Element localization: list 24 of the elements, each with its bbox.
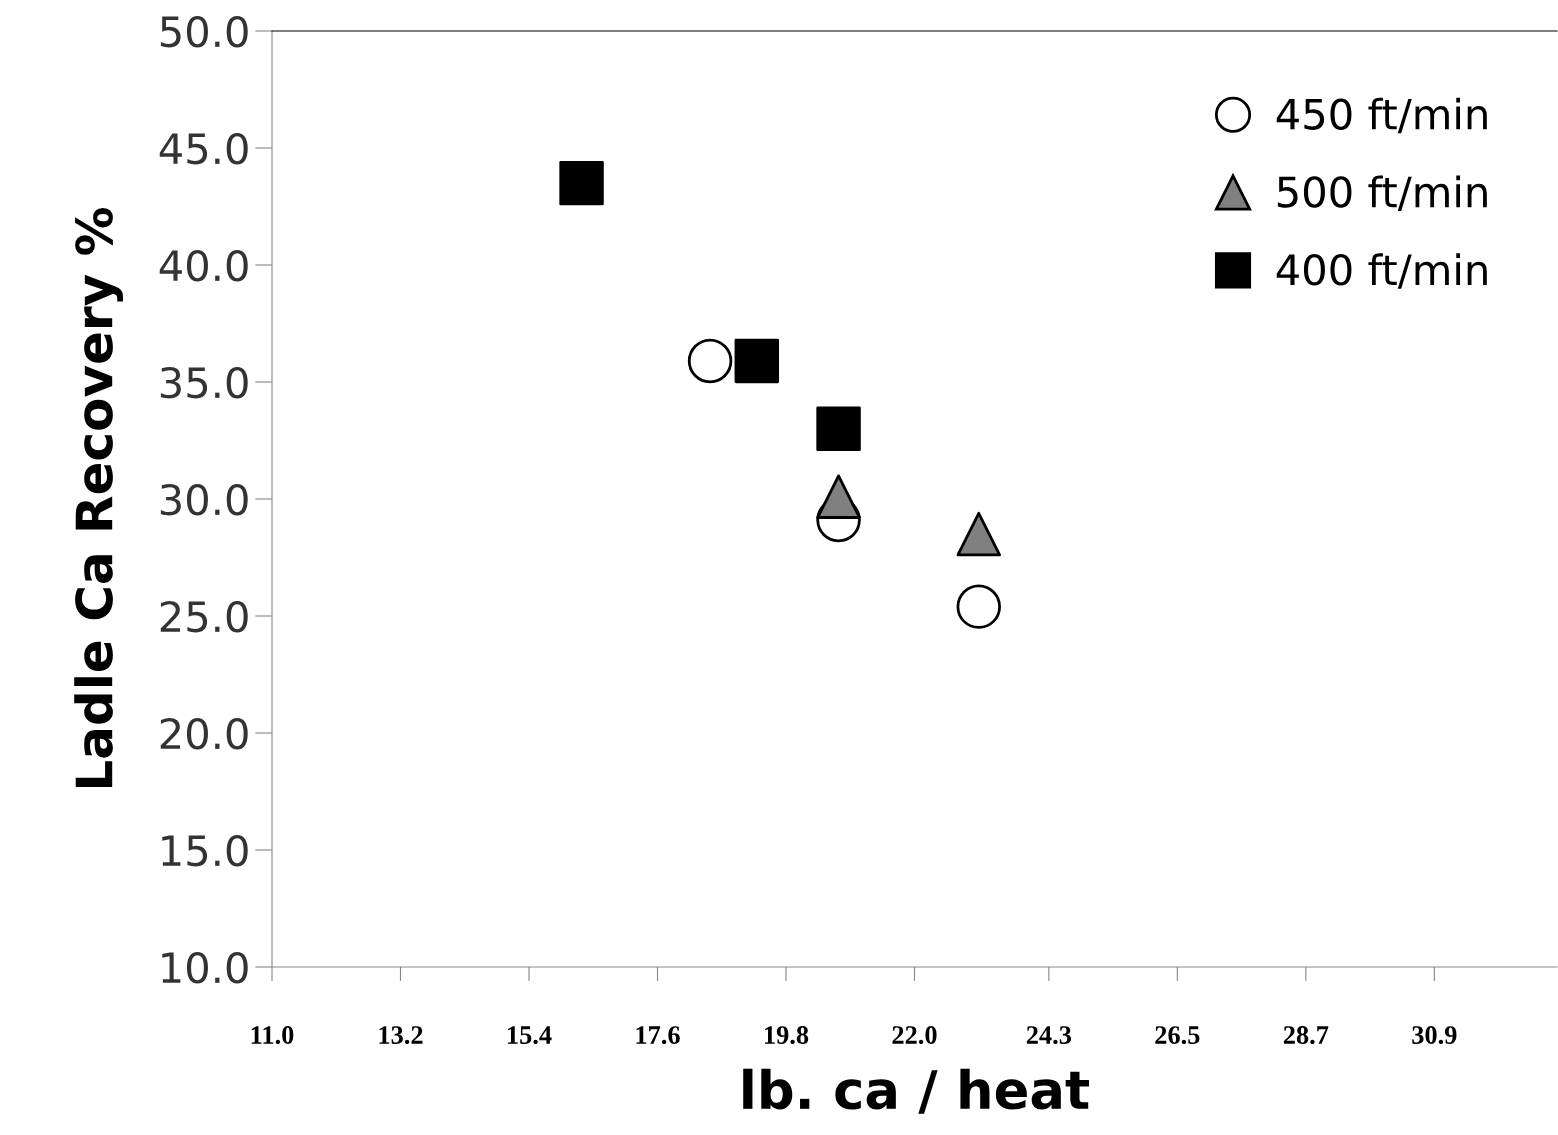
x-tick-label: 19.8 bbox=[765, 1026, 809, 1045]
y-tick-label: 15.0 bbox=[162, 834, 248, 867]
y-tick-label: 35.0 bbox=[160, 366, 248, 399]
x-tick-label: 22.0 bbox=[892, 1026, 937, 1045]
y-tick-label: 20.0 bbox=[160, 717, 248, 750]
legend-label: 400 ft/min bbox=[1276, 253, 1487, 289]
x-axis-title: lb. ca / heat bbox=[743, 1068, 1090, 1114]
x-tick-label: 28.7 bbox=[1283, 1026, 1329, 1045]
x-tick-label: 15.4 bbox=[508, 1026, 552, 1045]
x-tick-label: 13.2 bbox=[379, 1026, 423, 1045]
legend-label: 500 ft/min bbox=[1277, 175, 1487, 212]
legend-label: 450 ft/min bbox=[1276, 97, 1487, 134]
x-tick-label: 26.5 bbox=[1155, 1026, 1200, 1045]
y-tick-label: 25.0 bbox=[160, 600, 248, 633]
y-tick-label: 50.0 bbox=[160, 15, 248, 48]
y-tick-label: 40.0 bbox=[159, 249, 248, 282]
x-tick-label: 30.9 bbox=[1412, 1026, 1457, 1045]
x-tick-label: 11.0 bbox=[251, 1026, 294, 1045]
y-tick-label: 10.0 bbox=[162, 951, 248, 984]
y-tick-label: 30.0 bbox=[160, 483, 248, 516]
y-tick-label: 45.0 bbox=[159, 132, 248, 165]
x-tick-label: 24.3 bbox=[1026, 1026, 1072, 1045]
x-tick-label: 17.6 bbox=[636, 1026, 680, 1045]
y-axis-title: Ladle Ca Recovery % bbox=[74, 207, 123, 788]
